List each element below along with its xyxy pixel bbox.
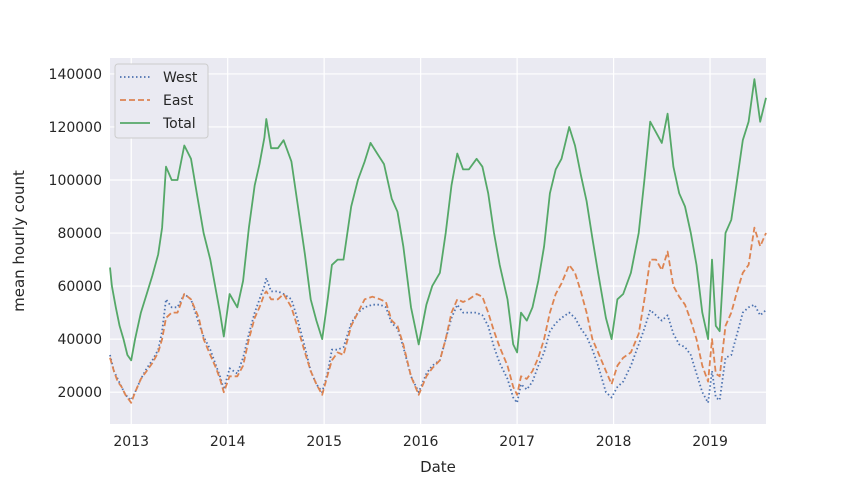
x-tick-label: 2013: [113, 434, 149, 450]
x-tick-label: 2015: [306, 434, 342, 450]
x-tick-label: 2018: [596, 434, 632, 450]
y-tick-label: 40000: [57, 332, 102, 348]
y-axis-label: mean hourly count: [10, 170, 28, 312]
y-tick-label: 60000: [57, 279, 102, 295]
y-tick-label: 100000: [49, 173, 102, 189]
series-lines: [109, 78, 767, 404]
legend-label-east: East: [163, 93, 194, 109]
y-axis-ticks: 20000 40000 60000 80000 100000 120000 140000: [49, 67, 102, 401]
grid: [110, 58, 766, 424]
y-tick-label: 120000: [49, 120, 102, 136]
legend-box: [114, 63, 209, 139]
y-tick-label: 140000: [49, 67, 102, 83]
x-tick-label: 2014: [210, 434, 246, 450]
x-tick-label: 2017: [499, 434, 535, 450]
y-tick-label: 20000: [57, 385, 102, 401]
legend-label-west: West: [163, 70, 198, 86]
x-tick-label: 2016: [403, 434, 439, 450]
legend: West East Total: [114, 63, 209, 139]
series-line-east: [109, 226, 767, 404]
x-axis-label: Date: [420, 458, 456, 476]
y-tick-label: 80000: [57, 226, 102, 242]
x-axis-ticks: 2013 2014 2015 2016 2017 2018 2019: [113, 434, 727, 450]
legend-label-total: Total: [162, 116, 196, 132]
series-line-total: [109, 78, 767, 362]
x-tick-label: 2019: [692, 434, 728, 450]
